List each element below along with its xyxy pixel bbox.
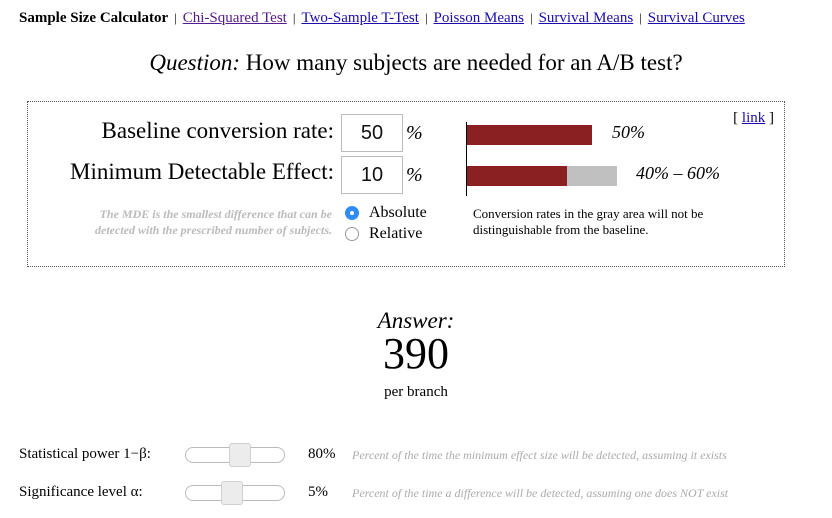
gray-area-note: Conversion rates in the gray area will n…: [473, 206, 704, 237]
link-close-bracket: ]: [765, 110, 774, 126]
page-question: Question: How many subjects are needed f…: [0, 50, 832, 76]
power-description: Percent of the time the minimum effect s…: [352, 448, 727, 462]
significance-description: Percent of the time a difference will be…: [352, 486, 729, 500]
baseline-percent-symbol: %: [406, 122, 423, 144]
input-panel: Baseline conversion rate: % Minimum Dete…: [27, 101, 785, 267]
significance-value: 5%: [308, 484, 328, 500]
nav-current-page: Sample Size Calculator: [19, 10, 169, 26]
power-label: Statistical power 1−β:: [19, 446, 151, 462]
radio-selected-icon: [345, 206, 359, 220]
significance-slider[interactable]: [185, 481, 285, 505]
mde-absolute-radio[interactable]: Absolute: [345, 204, 427, 222]
significance-label: Significance level α:: [19, 484, 143, 500]
baseline-label: Baseline conversion rate:: [101, 118, 334, 143]
nav-link-poisson-means[interactable]: Poisson Means: [433, 10, 524, 26]
range-bar-label: 40% – 60%: [636, 163, 720, 183]
answer-unit: per branch: [384, 384, 448, 400]
baseline-bar: [467, 125, 592, 145]
radio-unselected-icon: [345, 227, 359, 241]
nav-separator: |: [424, 10, 428, 25]
mde-absolute-label: Absolute: [369, 204, 427, 221]
mde-input[interactable]: [341, 156, 403, 194]
mde-relative-label: Relative: [369, 225, 423, 242]
bar-axis: [466, 122, 467, 196]
mde-percent-symbol: %: [406, 164, 423, 186]
mde-explanation: The MDE is the smallest difference that …: [95, 207, 332, 237]
link-open-bracket: [: [733, 110, 742, 126]
significance-slider-thumb[interactable]: [221, 481, 243, 505]
nav-separator: |: [292, 10, 296, 25]
answer-label: Answer:: [377, 308, 455, 333]
question-label: Question:: [149, 50, 241, 75]
answer-value: 390: [383, 329, 449, 378]
baseline-bar-label: 50%: [612, 122, 645, 142]
nav-link-chi-squared[interactable]: Chi-Squared Test: [182, 10, 287, 26]
top-nav: Sample Size Calculator | Chi-Squared Test |…: [19, 10, 745, 27]
nav-link-survival-curves[interactable]: Survival Curves: [647, 10, 745, 26]
mde-label: Minimum Detectable Effect:: [70, 159, 334, 184]
range-red-bar: [467, 166, 567, 186]
baseline-input[interactable]: [341, 114, 403, 152]
power-slider-thumb[interactable]: [229, 443, 251, 467]
nav-link-two-sample-t-test[interactable]: Two-Sample T-Test: [301, 10, 419, 26]
power-slider[interactable]: [185, 443, 285, 467]
question-text: How many subjects are needed for an A/B …: [245, 50, 683, 75]
nav-link-survival-means[interactable]: Survival Means: [538, 10, 634, 26]
link-container: [ link ]: [733, 110, 774, 127]
mde-relative-radio[interactable]: Relative: [345, 225, 422, 243]
nav-separator: |: [174, 10, 177, 25]
permalink[interactable]: link: [741, 110, 766, 126]
nav-separator: |: [529, 10, 533, 25]
power-value: 80%: [308, 446, 336, 462]
nav-separator: |: [639, 10, 642, 25]
